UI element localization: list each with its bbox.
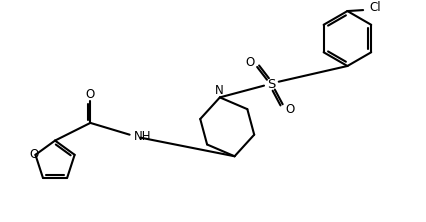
- Text: O: O: [285, 103, 294, 116]
- Text: O: O: [246, 56, 255, 69]
- Text: S: S: [267, 78, 275, 91]
- Text: N: N: [215, 84, 223, 97]
- Text: Cl: Cl: [369, 1, 380, 14]
- Text: O: O: [30, 148, 39, 161]
- Text: NH: NH: [133, 130, 151, 143]
- Text: O: O: [86, 88, 95, 101]
